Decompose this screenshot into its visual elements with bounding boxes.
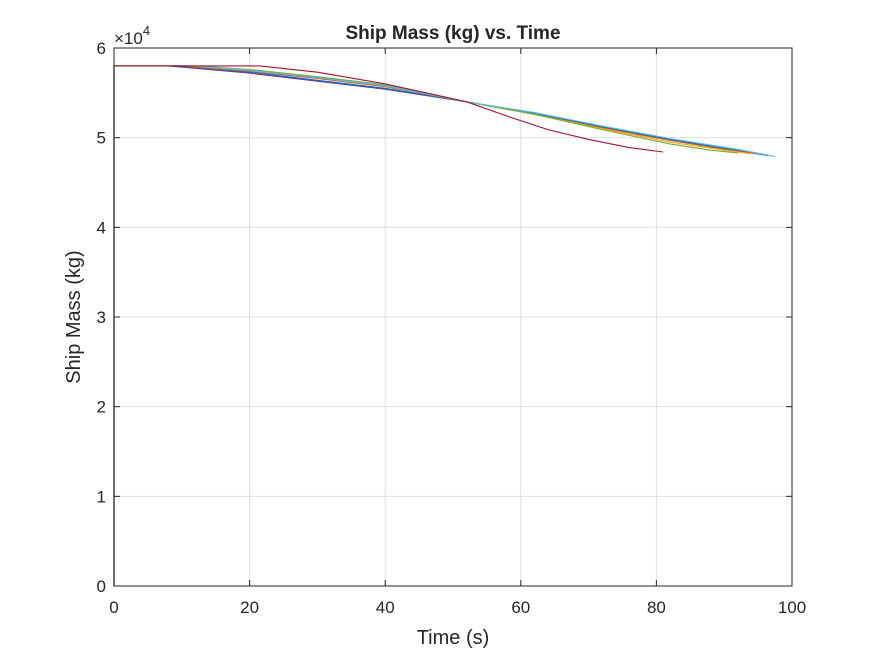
y-exponent-power: 4 xyxy=(143,23,150,38)
x-tick-label: 0 xyxy=(109,598,118,617)
x-tick-label: 20 xyxy=(240,598,259,617)
y-tick-label: 1 xyxy=(97,487,106,506)
y-axis-label: Ship Mass (kg) xyxy=(63,250,85,383)
y-tick-label: 3 xyxy=(97,308,106,327)
y-tick-label: 5 xyxy=(97,129,106,148)
y-exponent-label: ×104 xyxy=(114,23,150,48)
x-tick-label: 80 xyxy=(647,598,666,617)
y-exponent-base: ×10 xyxy=(114,29,143,48)
y-tick-labels: 0 1 2 3 4 5 6 xyxy=(97,39,106,596)
x-tick-labels: 0 20 40 60 80 100 xyxy=(109,598,806,617)
y-tick-label: 6 xyxy=(97,39,106,58)
x-tick-label: 100 xyxy=(778,598,806,617)
y-tick-label: 2 xyxy=(97,398,106,417)
series-line-7 xyxy=(113,65,664,586)
x-tick-label: 60 xyxy=(511,598,530,617)
x-tick-label: 40 xyxy=(376,598,395,617)
ticks xyxy=(113,47,793,587)
chart-title: Ship Mass (kg) vs. Time xyxy=(345,23,560,44)
series-layer xyxy=(113,65,776,586)
x-axis-label: Time (s) xyxy=(417,627,490,649)
y-tick-label: 0 xyxy=(97,577,106,596)
y-tick-label: 4 xyxy=(97,218,106,237)
